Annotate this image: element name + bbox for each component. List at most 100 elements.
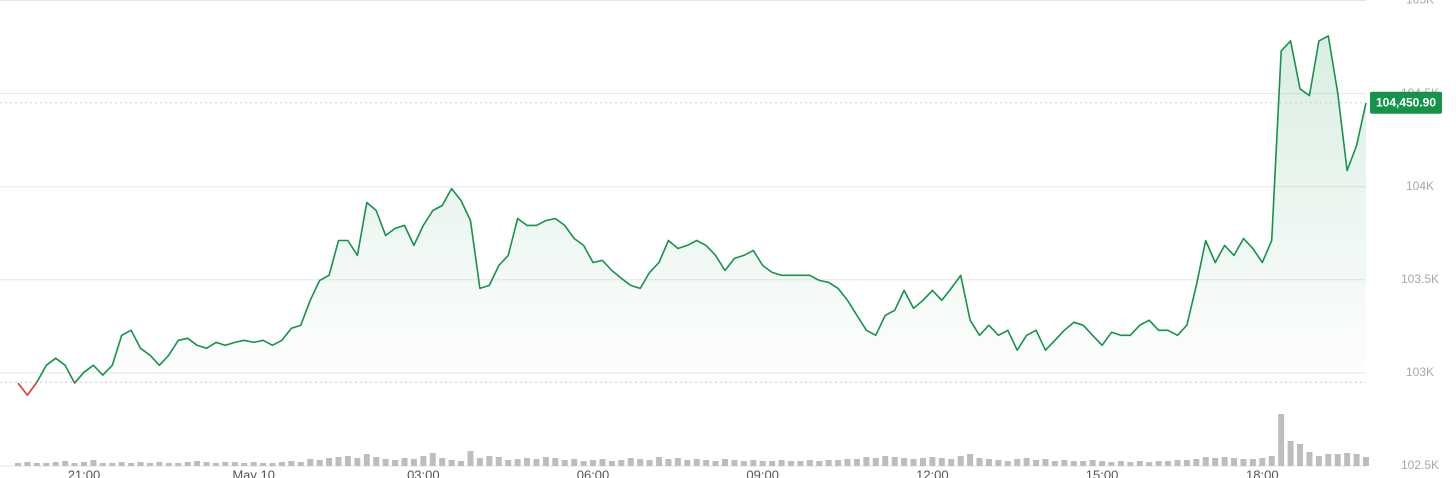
volume-bar: [1278, 414, 1285, 466]
volume-bar: [721, 459, 728, 466]
volume-bar: [429, 453, 436, 466]
volume-bar: [382, 459, 389, 466]
volume-bar: [344, 456, 351, 466]
volume-bar: [288, 461, 295, 466]
volume-bar: [1212, 458, 1219, 466]
volume-bar: [1155, 461, 1162, 466]
volume-bar: [731, 460, 738, 466]
volume-bar: [250, 462, 257, 466]
volume-bar: [212, 463, 219, 466]
volume-bar: [175, 463, 182, 466]
volume-bar: [938, 458, 945, 466]
volume-bar: [806, 460, 813, 466]
volume-bar: [1249, 459, 1256, 466]
volume-bar: [590, 460, 597, 466]
volume-bar: [1240, 459, 1247, 466]
volume-bar: [552, 458, 559, 466]
volume-bar: [816, 461, 823, 466]
volume-bar: [109, 463, 116, 466]
volume-bar: [118, 462, 125, 466]
volume-bar: [33, 463, 40, 466]
volume-bar: [825, 460, 832, 466]
volume-bar: [1165, 461, 1172, 466]
x-tick-label: 12:00: [916, 467, 949, 478]
price-line: [17, 35, 1367, 396]
volume-bar: [448, 460, 455, 466]
volume-bar: [693, 459, 700, 466]
volume-bar: [90, 460, 97, 466]
volume-bar: [1004, 461, 1011, 466]
volume-bar: [787, 461, 794, 466]
volume-bar: [1315, 456, 1322, 466]
volume-bar: [476, 458, 483, 466]
volume-bar: [618, 460, 625, 466]
volume-bar: [665, 459, 672, 466]
volume-bar: [99, 463, 106, 466]
volume-bar: [1183, 460, 1190, 466]
volume-bar: [439, 458, 446, 466]
volume-bar: [194, 461, 201, 466]
volume-bar: [797, 461, 804, 466]
volume-bar: [769, 461, 776, 466]
volume-bar: [948, 459, 955, 466]
volume-bar: [401, 458, 408, 466]
volume-bar: [1231, 458, 1238, 466]
volume-bar: [278, 462, 285, 466]
volume-bar: [392, 460, 399, 466]
volume-bar: [985, 459, 992, 466]
volume-bar: [1221, 457, 1228, 466]
volume-bar: [910, 459, 917, 466]
volume-bar: [684, 460, 691, 466]
volume-bar: [165, 463, 172, 466]
volume-bar: [1334, 454, 1341, 466]
volume-bar: [712, 461, 719, 466]
volume-bar: [1146, 462, 1153, 466]
y-tick-label: 104K: [1406, 179, 1434, 193]
volume-bar: [891, 457, 898, 466]
volume-bar: [495, 457, 502, 466]
volume-bar: [1033, 460, 1040, 466]
volume-bar: [467, 451, 474, 466]
y-tick-label: 103K: [1406, 365, 1434, 379]
last-price-label: 104,450.90: [1376, 95, 1436, 109]
volume-bar: [1353, 454, 1360, 466]
volume-bar: [1042, 459, 1049, 466]
volume-bar: [1089, 460, 1096, 466]
volume-bar: [137, 462, 144, 466]
volume-bar: [1193, 459, 1200, 466]
volume-bar: [1061, 460, 1068, 466]
volume-bar: [872, 458, 879, 466]
volume-bar: [80, 462, 87, 466]
volume-bar: [514, 459, 521, 466]
volume-bar: [128, 463, 135, 466]
volume-bar: [919, 458, 926, 466]
volume-bar: [835, 460, 842, 466]
volume-bar: [15, 463, 21, 466]
volume-bar: [62, 461, 69, 466]
volume-bar: [750, 460, 757, 466]
volume-bar: [703, 460, 710, 466]
x-tick-label: 06:00: [577, 467, 610, 478]
volume-bar: [976, 458, 983, 466]
volume-bar: [1259, 458, 1266, 466]
volume-bar: [1306, 452, 1313, 466]
volume-bar: [1070, 461, 1077, 466]
volume-bar: [52, 462, 59, 466]
volume-bar: [778, 460, 785, 466]
volume-bar: [929, 457, 936, 466]
volume-bar: [882, 456, 889, 466]
volume-bar: [1174, 460, 1181, 466]
x-tick-label: 09:00: [746, 467, 779, 478]
volume-bar: [24, 462, 31, 466]
volume-bar: [1023, 458, 1030, 466]
volume-bar: [231, 462, 238, 466]
volume-bar: [363, 454, 370, 466]
volume-bar: [373, 457, 380, 466]
volume-bar: [146, 463, 153, 466]
x-tick-label: May 10: [232, 467, 275, 478]
volume-bar: [1080, 461, 1087, 466]
volume-bar: [967, 454, 974, 466]
volume-bar: [410, 459, 417, 466]
